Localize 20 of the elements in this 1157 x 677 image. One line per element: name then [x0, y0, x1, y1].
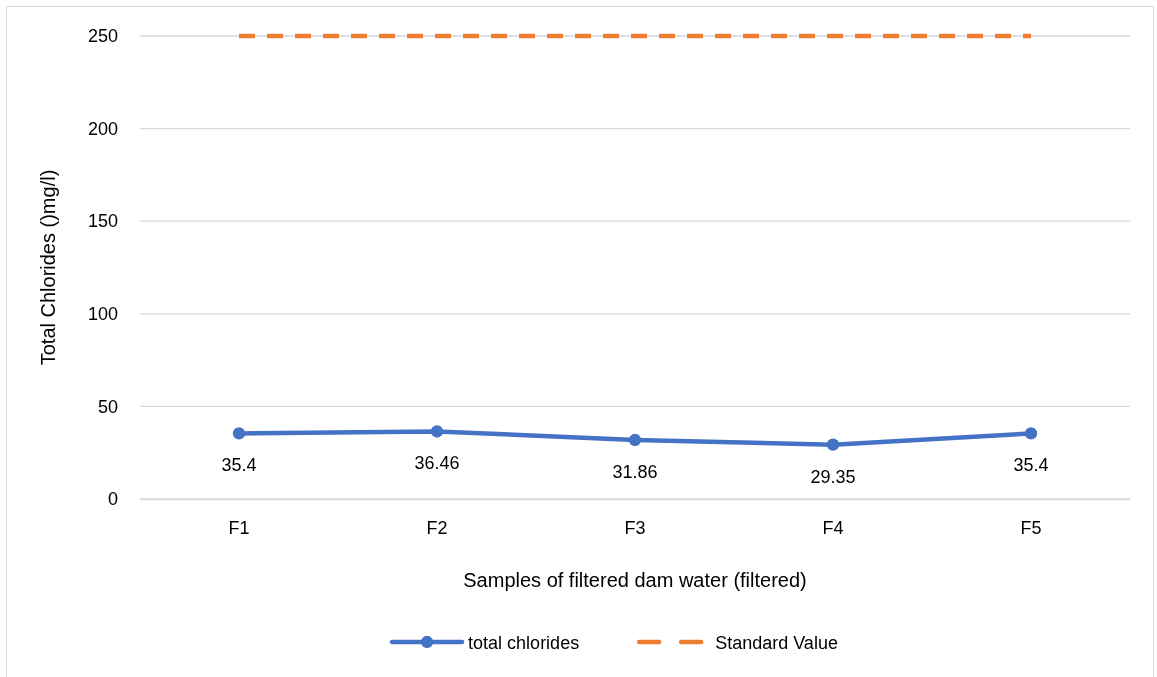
data-label: 29.35: [810, 466, 856, 487]
x-tick-label: F4: [822, 517, 844, 538]
y-axis-title: Total Chlorides ()mg/l): [37, 169, 59, 366]
x-tick-label: F3: [624, 517, 646, 538]
y-tick-label: 150: [87, 211, 118, 232]
x-axis-title: Samples of filtered dam water (filtered): [463, 569, 807, 591]
y-tick-label: 100: [87, 304, 118, 325]
x-tick-label: F1: [228, 517, 250, 538]
data-label: 31.86: [612, 462, 658, 482]
y-tick-label: 250: [87, 26, 118, 47]
x-tick-label: F5: [1020, 517, 1042, 538]
y-tick-label: 200: [87, 118, 118, 139]
x-tick-label: F2: [426, 517, 448, 538]
y-tick-label: 0: [107, 489, 118, 510]
legend-label: Standard Value: [715, 633, 838, 653]
data-label: 35.4: [221, 455, 257, 476]
legend-label: total chlorides: [468, 633, 580, 653]
y-tick-label: 50: [97, 396, 118, 417]
data-label: 36.46: [414, 453, 460, 474]
data-label: 35.4: [1013, 455, 1049, 476]
